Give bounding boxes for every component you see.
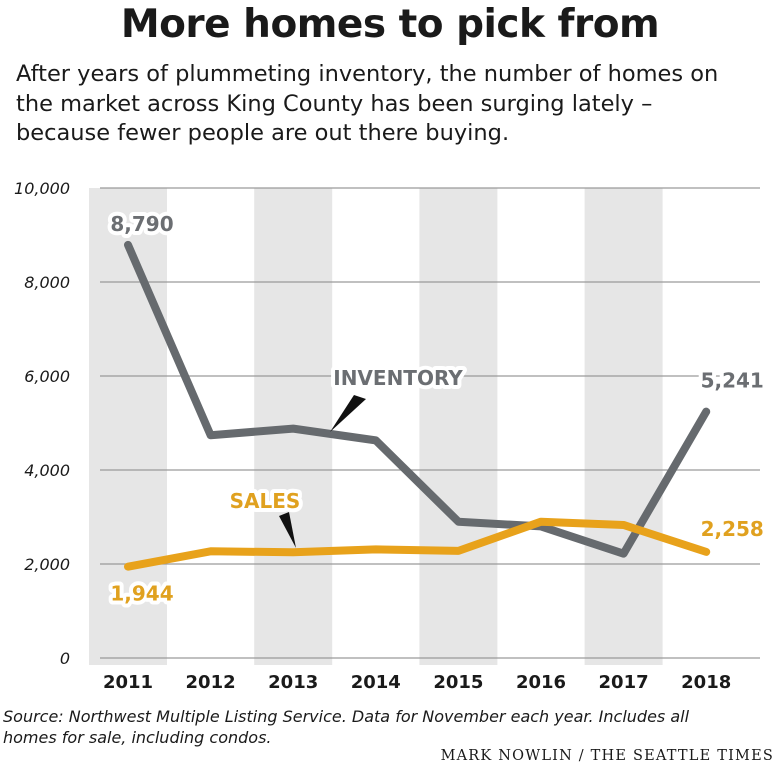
- inventory-series-label: INVENTORY: [333, 366, 463, 390]
- y-tick-label: 10,000: [14, 179, 70, 198]
- sales-series-label-halo: SALES: [230, 489, 301, 513]
- year-band-2017: [584, 188, 663, 665]
- gridlines: [100, 187, 760, 659]
- credit-line: MARK NOWLIN / THE SEATTLE TIMES: [440, 748, 774, 764]
- series-line-inventory: [124, 240, 711, 558]
- sales-2011-label-halo: 1,944: [110, 582, 173, 606]
- year-band-2015: [419, 188, 498, 665]
- subtitle-line-1: After years of plummeting inventory, the…: [16, 61, 719, 87]
- inventory-pointer: [330, 395, 366, 432]
- inventory-series-label-halo: INVENTORY: [333, 366, 463, 390]
- x-tick-label: 2011: [103, 672, 153, 693]
- x-tick-label: 2017: [599, 672, 649, 693]
- series-annotations: 8,7908,7905,2415,2411,9441,9442,2582,258…: [106, 208, 767, 610]
- x-tick-label: 2016: [516, 672, 566, 693]
- chart-title: More homes to pick from: [120, 2, 660, 47]
- year-bands: [89, 188, 663, 665]
- sales-2018-label: 2,258: [701, 517, 764, 541]
- year-band-2011: [89, 188, 167, 665]
- x-axis-ticks: 2011 2012 2013 2014 2015 2016 2017 2018: [103, 672, 731, 693]
- inventory-2011-label-halo: 8,790: [110, 212, 173, 236]
- inventory-2011-label: 8,790: [110, 212, 173, 236]
- sales-2018-label-halo: 2,258: [701, 517, 764, 541]
- x-tick-label: 2012: [186, 672, 236, 693]
- y-tick-label: 8,000: [24, 273, 70, 292]
- y-tick-label: 2,000: [24, 555, 70, 574]
- y-tick-label: 4,000: [24, 461, 70, 480]
- x-tick-label: 2013: [268, 672, 318, 693]
- sales-2011-label: 1,944: [110, 582, 173, 606]
- x-tick-label: 2018: [681, 672, 731, 693]
- series-lines: [124, 240, 711, 571]
- inventory-2018-label: 5,241: [701, 369, 764, 393]
- x-tick-label: 2015: [433, 672, 483, 693]
- series-line-sales: [124, 517, 711, 571]
- subtitle-line-2: the market across King County has been s…: [16, 90, 653, 117]
- y-axis-ticks: 0 2,000 4,000 6,000 8,000 10,000: [14, 179, 70, 668]
- y-tick-label: 6,000: [24, 367, 70, 386]
- source-line-1: Source: Northwest Multiple Listing Servi…: [3, 707, 690, 726]
- subtitle-line-3: because fewer people are out there buyin…: [16, 120, 510, 146]
- line-chart: 0 2,000 4,000 6,000 8,000 10,000 2011 2012 2013…: [14, 179, 768, 693]
- x-tick-label: 2014: [351, 672, 401, 693]
- source-line-2: homes for sale, including condos.: [3, 728, 272, 747]
- source-note: Source: Northwest Multiple Listing Servi…: [3, 706, 763, 748]
- chart-subtitle: After years of plummeting inventory, the…: [16, 60, 776, 149]
- y-tick-label: 0: [60, 649, 70, 668]
- sales-series-label: SALES: [230, 489, 301, 513]
- inventory-2018-label-halo: 5,241: [701, 369, 764, 393]
- sales-pointer: [279, 512, 296, 548]
